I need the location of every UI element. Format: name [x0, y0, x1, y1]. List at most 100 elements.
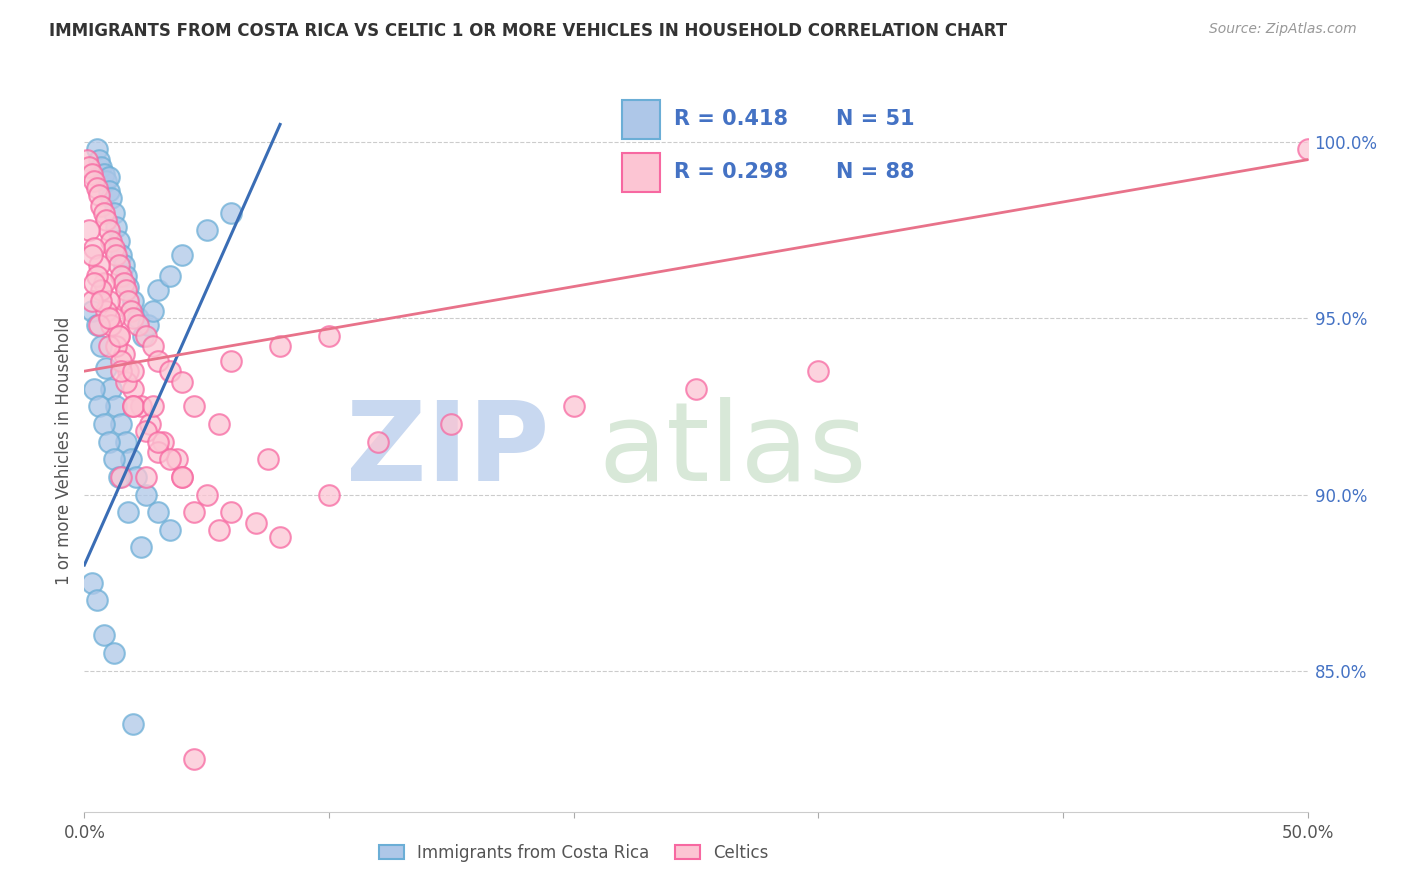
Point — [87, 153, 110, 167]
Point — [195, 487, 218, 501]
Y-axis label: 1 or more Vehicles in Household: 1 or more Vehicles in Household — [55, 317, 73, 584]
Point — [86, 181, 108, 195]
Point — [122, 382, 145, 396]
Point — [105, 339, 128, 353]
Point — [86, 318, 108, 333]
Point — [172, 248, 194, 262]
Point — [103, 311, 125, 326]
Point — [159, 452, 181, 467]
Point — [112, 259, 135, 273]
Point — [86, 142, 108, 156]
Point — [110, 268, 132, 283]
Point — [83, 382, 105, 396]
Point — [87, 318, 110, 333]
Point — [117, 293, 139, 308]
Point — [103, 452, 125, 467]
Point — [159, 523, 181, 537]
Point — [93, 628, 115, 642]
Point — [93, 205, 115, 219]
Point — [183, 752, 205, 766]
Point — [208, 417, 231, 431]
Point — [318, 329, 340, 343]
Point — [132, 329, 155, 343]
Point — [115, 375, 138, 389]
Point — [129, 400, 152, 414]
Point — [80, 248, 103, 262]
Point — [117, 364, 139, 378]
Point — [122, 716, 145, 731]
Point — [90, 293, 112, 308]
Point — [135, 329, 157, 343]
Point — [107, 470, 129, 484]
Point — [97, 311, 120, 326]
Point — [80, 304, 103, 318]
Point — [367, 434, 389, 449]
Point — [90, 160, 112, 174]
Point — [146, 505, 169, 519]
Point — [103, 205, 125, 219]
Point — [269, 530, 291, 544]
Point — [97, 434, 120, 449]
Point — [245, 516, 267, 530]
Point — [1296, 142, 1319, 156]
Point — [122, 293, 145, 308]
Point — [269, 339, 291, 353]
Point — [219, 205, 242, 219]
Point — [115, 283, 138, 297]
Point — [129, 541, 152, 555]
Point — [83, 241, 105, 255]
Point — [208, 523, 231, 537]
Point — [146, 353, 169, 368]
Point — [142, 400, 165, 414]
Point — [685, 382, 707, 396]
Point — [115, 268, 138, 283]
Text: R = 0.418: R = 0.418 — [673, 110, 787, 129]
Text: N = 51: N = 51 — [835, 110, 914, 129]
Point — [159, 268, 181, 283]
Point — [97, 170, 120, 185]
Point — [76, 153, 98, 167]
Point — [103, 646, 125, 660]
Point — [136, 318, 159, 333]
Point — [120, 304, 142, 318]
Point — [80, 167, 103, 181]
Point — [93, 417, 115, 431]
Point — [172, 375, 194, 389]
Point — [96, 360, 118, 375]
Point — [107, 234, 129, 248]
Point — [96, 304, 118, 318]
Point — [122, 364, 145, 378]
Point — [115, 434, 138, 449]
Point — [125, 470, 148, 484]
Text: IMMIGRANTS FROM COSTA RICA VS CELTIC 1 OR MORE VEHICLES IN HOUSEHOLD CORRELATION: IMMIGRANTS FROM COSTA RICA VS CELTIC 1 O… — [49, 22, 1007, 40]
Text: ZIP: ZIP — [346, 397, 550, 504]
Point — [80, 575, 103, 590]
Point — [93, 276, 115, 290]
Point — [318, 487, 340, 501]
Point — [159, 364, 181, 378]
Bar — [621, 100, 659, 139]
Point — [77, 223, 100, 237]
Point — [120, 452, 142, 467]
Point — [166, 452, 188, 467]
Point — [97, 339, 120, 353]
Point — [100, 318, 122, 333]
Point — [152, 434, 174, 449]
Point — [135, 487, 157, 501]
Point — [562, 400, 585, 414]
Point — [117, 505, 139, 519]
Point — [807, 364, 830, 378]
Point — [87, 259, 110, 273]
Point — [86, 268, 108, 283]
Point — [183, 400, 205, 414]
Point — [135, 424, 157, 438]
Point — [127, 318, 149, 333]
Point — [80, 293, 103, 308]
Point — [172, 470, 194, 484]
Point — [110, 364, 132, 378]
Text: atlas: atlas — [598, 397, 866, 504]
Point — [105, 219, 128, 234]
Point — [127, 311, 149, 326]
Point — [112, 276, 135, 290]
Legend: Immigrants from Costa Rica, Celtics: Immigrants from Costa Rica, Celtics — [373, 837, 775, 869]
